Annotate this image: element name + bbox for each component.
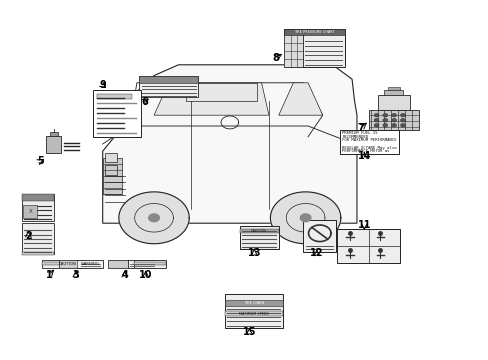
Bar bbox=[224, 311, 282, 316]
Circle shape bbox=[391, 118, 396, 122]
Polygon shape bbox=[154, 83, 268, 115]
Text: 14: 14 bbox=[357, 150, 370, 161]
Bar bbox=[337, 229, 399, 263]
Text: 15: 15 bbox=[242, 327, 256, 337]
Bar bbox=[134, 260, 166, 268]
Bar bbox=[383, 90, 403, 95]
Polygon shape bbox=[102, 65, 356, 223]
Text: FOR MAXIMUM PERFORMANCE: FOR MAXIMUM PERFORMANCE bbox=[342, 138, 396, 143]
Bar bbox=[22, 194, 54, 201]
Text: 7: 7 bbox=[357, 123, 364, 133]
Bar bbox=[283, 29, 344, 67]
Text: RECOMMENDED: RECOMMENDED bbox=[342, 135, 367, 139]
Bar bbox=[41, 260, 85, 268]
Bar bbox=[93, 90, 141, 137]
Bar bbox=[368, 110, 418, 130]
Bar bbox=[303, 220, 336, 252]
Bar bbox=[50, 132, 58, 136]
Text: 3: 3 bbox=[72, 270, 79, 280]
Bar bbox=[283, 29, 344, 35]
Text: REGULAR OCTANE May also: REGULAR OCTANE May also bbox=[342, 145, 396, 150]
Circle shape bbox=[400, 123, 405, 127]
Bar bbox=[134, 262, 166, 265]
Bar bbox=[224, 294, 282, 328]
Bar bbox=[59, 260, 77, 268]
Bar bbox=[377, 95, 409, 110]
Circle shape bbox=[391, 113, 396, 117]
Bar bbox=[102, 158, 122, 194]
Text: CAUTION: CAUTION bbox=[251, 229, 266, 233]
Text: 11: 11 bbox=[357, 220, 370, 230]
Bar bbox=[139, 76, 198, 97]
Bar bbox=[23, 205, 37, 218]
Bar bbox=[107, 260, 128, 268]
Polygon shape bbox=[278, 83, 322, 115]
Text: 10: 10 bbox=[139, 270, 152, 280]
Circle shape bbox=[391, 123, 396, 127]
Bar bbox=[22, 252, 54, 255]
Bar bbox=[139, 76, 198, 83]
Bar bbox=[224, 300, 282, 306]
Bar bbox=[22, 223, 54, 254]
Text: 4: 4 bbox=[121, 270, 128, 280]
Bar bbox=[239, 229, 278, 233]
Text: 6: 6 bbox=[141, 96, 147, 107]
Circle shape bbox=[382, 118, 387, 122]
Polygon shape bbox=[148, 214, 159, 222]
Bar bbox=[283, 35, 303, 67]
Circle shape bbox=[382, 123, 387, 127]
Text: CAUTION: CAUTION bbox=[59, 262, 76, 266]
Text: 2: 2 bbox=[25, 231, 32, 241]
Text: 8: 8 bbox=[272, 53, 279, 63]
Text: WARNING: WARNING bbox=[81, 262, 100, 266]
Text: TIRE CHAIN: TIRE CHAIN bbox=[243, 301, 264, 305]
Bar bbox=[97, 94, 132, 99]
Bar bbox=[387, 87, 399, 90]
Text: 9: 9 bbox=[99, 80, 106, 90]
Text: MAXIMUM SPEED: MAXIMUM SPEED bbox=[238, 311, 268, 316]
Bar bbox=[339, 130, 398, 154]
Bar bbox=[22, 194, 54, 221]
Text: PERFORMANCE MOTOR as: PERFORMANCE MOTOR as bbox=[342, 149, 389, 153]
Circle shape bbox=[373, 118, 378, 122]
Bar bbox=[46, 136, 61, 153]
Bar bbox=[105, 165, 117, 175]
Bar bbox=[41, 262, 85, 265]
Circle shape bbox=[373, 113, 378, 117]
Bar bbox=[239, 226, 278, 249]
Text: 13: 13 bbox=[247, 248, 261, 258]
Bar bbox=[105, 153, 117, 162]
Bar bbox=[59, 260, 102, 268]
Text: 12: 12 bbox=[309, 248, 323, 258]
Polygon shape bbox=[119, 192, 189, 244]
Circle shape bbox=[373, 123, 378, 127]
Circle shape bbox=[382, 113, 387, 117]
Circle shape bbox=[400, 113, 405, 117]
Polygon shape bbox=[300, 214, 310, 222]
Circle shape bbox=[400, 118, 405, 122]
Text: TIRE PRESSURE CHART: TIRE PRESSURE CHART bbox=[293, 30, 334, 34]
Text: 5: 5 bbox=[37, 156, 44, 166]
Bar bbox=[107, 260, 156, 268]
Text: 1: 1 bbox=[45, 270, 52, 280]
Polygon shape bbox=[270, 192, 340, 244]
Text: X: X bbox=[28, 209, 32, 214]
Text: PREMIUM FUEL IS: PREMIUM FUEL IS bbox=[342, 131, 377, 135]
